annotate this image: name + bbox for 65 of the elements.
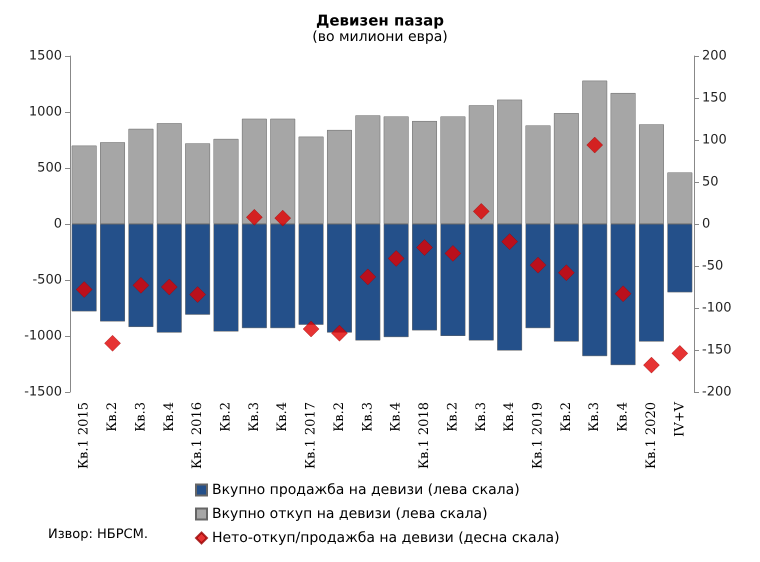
point	[76, 281, 92, 298]
x-tick-label: Кв.3	[360, 402, 376, 432]
x-tick-label: Кв.1 2018	[417, 402, 432, 469]
y-tick-label: -1000	[24, 328, 62, 344]
x-tick-label: Кв.3	[587, 402, 602, 432]
y2-tick-label: -200	[702, 384, 732, 400]
chart-title: Девизен пазар	[316, 12, 444, 30]
x-tick-label: Кв.4	[162, 402, 177, 432]
point	[501, 233, 518, 250]
point	[104, 335, 121, 352]
text: Извор: НБРСМ.	[48, 527, 148, 542]
point	[473, 203, 490, 220]
legend-label: Нето-откуп/продажба на девизи (десна скала)	[212, 530, 560, 546]
x-tick-label: Кв.4	[502, 402, 518, 432]
y2-tick-label: 150	[702, 90, 727, 106]
y2-tick-label: -50	[702, 258, 724, 274]
y2-tick-label: 100	[702, 132, 727, 148]
x-tick-label: Кв.1 2016	[190, 402, 206, 469]
y-tick-label: -500	[32, 272, 62, 288]
x-tick-label: Кв.2	[105, 402, 120, 432]
point	[444, 245, 462, 262]
x-tick-label: Кв.2	[332, 402, 347, 432]
x-tick-label: Кв.4	[616, 402, 631, 432]
point	[558, 264, 575, 281]
x-tick-label: Кв.1 2017	[304, 402, 319, 469]
point	[360, 268, 376, 286]
point	[189, 286, 206, 303]
x-tick-label: Кв.3	[474, 402, 489, 432]
x-tick-label: Кв.3	[246, 402, 262, 432]
y2-tick-label: 50	[702, 174, 719, 190]
x-tick-label: Кв.3	[133, 402, 148, 432]
x-tick-label: Кв.1 2019	[530, 402, 546, 469]
legend-label: Вкупно продажба на девизи (лева скала)	[212, 482, 520, 498]
x-tick-label: Кв.1 2020	[644, 402, 659, 469]
point	[302, 320, 320, 338]
legend-label: Вкупно откуп на девизи (лева скала)	[212, 506, 488, 522]
point	[530, 256, 546, 274]
x-tick-label: IV+V	[672, 401, 688, 437]
x-tick-label: Кв.4	[275, 402, 290, 432]
point	[331, 324, 348, 342]
point	[274, 210, 291, 226]
point	[614, 285, 632, 302]
point	[586, 136, 603, 154]
x-tick-label: Кв.2	[445, 402, 460, 432]
x-tick-label: Кв.2	[218, 402, 234, 432]
y-tick-label: 1500	[28, 48, 62, 64]
x-tick-label: Кв.4	[388, 402, 404, 432]
point	[388, 250, 404, 267]
y-tick-label: 0	[54, 216, 62, 232]
y2-tick-label: -100	[702, 300, 732, 316]
y2-tick-label: 200	[702, 48, 727, 64]
x-tick-label: Кв.1 2015	[76, 402, 92, 469]
y-tick-label: -1500	[24, 384, 62, 400]
point	[672, 345, 688, 362]
point	[643, 356, 660, 374]
point	[416, 239, 433, 256]
point	[132, 277, 150, 294]
y-tick-label: 500	[37, 160, 62, 176]
y-tick-label: 1000	[28, 104, 62, 120]
point	[161, 278, 178, 296]
y2-tick-label: -150	[702, 342, 732, 358]
point	[246, 209, 263, 226]
x-tick-label: Кв.2	[558, 402, 574, 432]
y2-tick-label: 0	[702, 216, 710, 232]
chart-subtitle: (во милиони евра)	[312, 29, 448, 45]
